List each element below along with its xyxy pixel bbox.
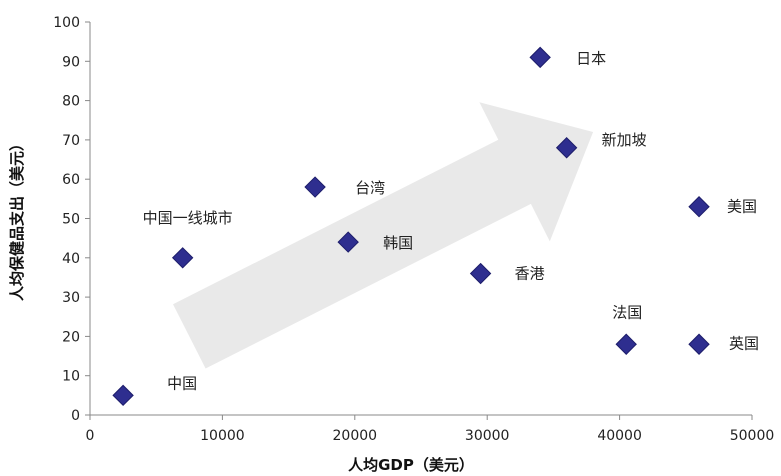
data-point: 中国一线城市	[143, 209, 233, 269]
y-axis-title: 人均保健品支出（美元）	[8, 136, 26, 301]
data-point: 英国	[688, 333, 759, 355]
diamond-marker	[337, 231, 359, 253]
y-tick-label: 60	[62, 172, 80, 188]
x-axis-title: 人均GDP（美元）	[348, 456, 474, 474]
data-point: 香港	[469, 262, 545, 285]
y-tick-label: 80	[62, 94, 80, 110]
y-tick-label: 40	[62, 251, 80, 267]
y-tick-label: 0	[71, 408, 80, 424]
diamond-marker	[171, 247, 194, 269]
trend-arrow	[173, 102, 594, 369]
diamond-marker	[469, 262, 492, 285]
x-tick-label: 10000	[200, 428, 245, 444]
point-label: 台湾	[355, 179, 385, 197]
axes: 0 10000 20000 30000 40000 50000 0 10 20 30 40 50 60 7…	[53, 15, 774, 444]
x-tick-label: 50000	[730, 428, 775, 444]
trend-arrow-layer	[173, 102, 594, 369]
y-tick-label: 10	[62, 369, 80, 385]
y-tick-label: 30	[62, 290, 80, 306]
x-tick-label: 40000	[597, 428, 642, 444]
point-label: 美国	[727, 198, 757, 216]
diamond-marker	[529, 46, 551, 69]
data-point: 中国	[112, 374, 197, 407]
x-tick-label: 30000	[465, 428, 510, 444]
point-label: 中国一线城市	[143, 209, 233, 227]
point-label: 英国	[729, 334, 759, 352]
point-label: 中国	[167, 374, 197, 392]
diamond-marker	[555, 137, 578, 159]
data-point: 韩国	[337, 231, 413, 253]
y-tick-label: 20	[62, 329, 80, 345]
point-label: 新加坡	[602, 131, 647, 149]
y-tick-label: 70	[62, 133, 80, 149]
diamond-marker	[304, 176, 326, 198]
point-label: 法国	[612, 303, 642, 321]
diamond-marker	[112, 384, 134, 407]
y-tick-label: 100	[53, 15, 80, 31]
diamond-marker	[688, 333, 710, 355]
x-tick-label: 0	[86, 428, 95, 444]
point-label: 韩国	[383, 234, 413, 252]
point-label: 香港	[515, 265, 545, 283]
data-point: 美国	[688, 196, 757, 218]
data-point: 法国	[612, 303, 642, 355]
x-tick-label: 20000	[333, 428, 378, 444]
data-point: 日本	[529, 46, 606, 69]
point-label: 日本	[576, 49, 606, 67]
y-tick-label: 50	[62, 212, 80, 228]
diamond-marker	[615, 333, 637, 355]
data-point: 台湾	[304, 176, 385, 198]
y-tick-label: 90	[62, 54, 80, 70]
data-point: 新加坡	[555, 131, 647, 159]
diamond-marker	[688, 196, 710, 218]
